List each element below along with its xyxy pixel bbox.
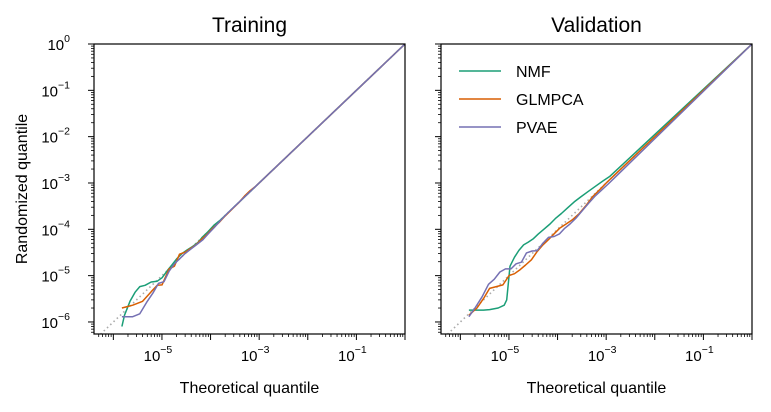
panel-validation: 10−5 10−3 10−1 Validation Theoretical quanti… (435, 14, 753, 397)
legend: NMF GLMPCA PVAE (459, 64, 584, 137)
y-tick-label: 10−6 (41, 311, 70, 332)
panel-title: Validation (551, 14, 642, 37)
y-tick-label: 10−3 (41, 172, 70, 193)
panel-training: 10−5 10−3 10−1 10−6 10−5 10−4 10−3 10−2 10−1 100 T… (14, 14, 406, 397)
panel-title: Training (212, 14, 287, 37)
y-tick-label: 10−2 (41, 126, 70, 147)
legend-label: NMF (516, 64, 551, 81)
y-tick-label: 10−4 (41, 218, 70, 239)
series-line-pvae (121, 44, 405, 318)
x-tick-label: 10−1 (685, 344, 714, 365)
x-tick-label: 10−5 (491, 344, 520, 365)
x-axis-label: Theoretical quantile (180, 380, 320, 397)
x-tick-label: 10−3 (241, 344, 270, 365)
x-tick-label: 10−1 (338, 344, 367, 365)
x-axis-label: Theoretical quantile (527, 380, 667, 397)
plot-frame (93, 43, 406, 335)
x-tick-label: 10−5 (144, 344, 173, 365)
series-line-glmpca (468, 44, 752, 316)
series-line-nmf (468, 44, 752, 311)
y-tick-label: 10−5 (41, 265, 70, 286)
series-line-pvae (468, 44, 752, 318)
y-tick-label: 10−1 (41, 79, 70, 100)
series-line-nmf (121, 44, 405, 327)
legend-label: PVAE (516, 120, 558, 137)
y-axis-label: Randomized quantile (14, 114, 31, 264)
x-tick-label: 10−3 (588, 344, 617, 365)
y-tick-label: 100 (47, 33, 70, 54)
legend-label: GLMPCA (516, 92, 584, 109)
plot-frame (440, 43, 753, 335)
